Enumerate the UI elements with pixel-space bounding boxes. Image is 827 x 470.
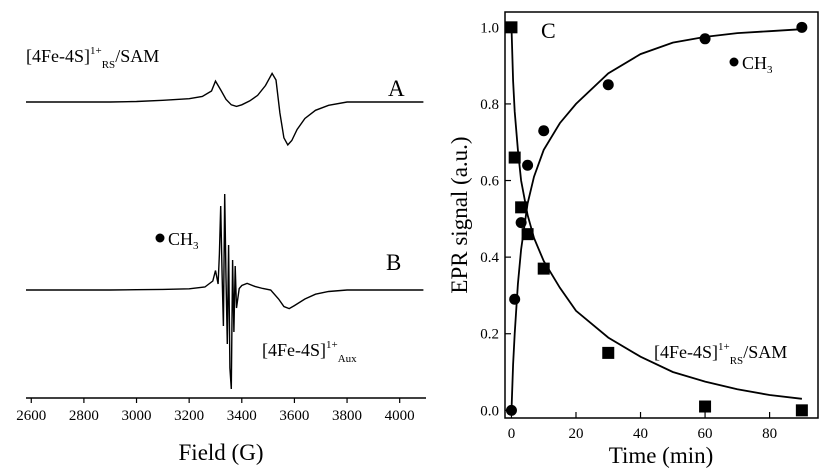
field-tick-label: 3800 [332, 408, 362, 424]
ch3-data-point [522, 159, 534, 171]
epr-spectra-panel: 2600 2800 3000 3200 3400 3600 3800 4000 Field (… [16, 45, 426, 465]
field-tick-label: 3400 [227, 408, 257, 424]
spectrum-trace-b [26, 193, 424, 390]
cluster-data-point [537, 262, 550, 275]
time-axis-title: Time (min) [609, 443, 714, 468]
field-tick-label: 3000 [122, 408, 152, 424]
ch3-data-point [505, 404, 517, 416]
cluster-data-point [699, 400, 712, 413]
cluster-data-point [515, 201, 528, 214]
radical-label: CH3 [168, 229, 199, 252]
panel-letter: C [541, 18, 556, 43]
signal-tick-label: 0.6 [480, 174, 499, 190]
field-tick-label: 3200 [174, 408, 204, 424]
signal-tick-label: 1.0 [480, 20, 499, 36]
radical-marker [155, 233, 165, 243]
time-tick-label: 40 [633, 426, 648, 442]
cluster-data-point [795, 404, 808, 417]
time-tick-label: 20 [568, 426, 583, 442]
trace-a-annotation: [4Fe-4S]1+RS/SAM [26, 45, 159, 71]
legend-circle-marker [729, 57, 739, 67]
field-tick-label: 3600 [279, 408, 309, 424]
field-axis-ticks: 2600 2800 3000 3200 3400 3600 3800 4000 [16, 398, 415, 424]
ch3-data-point [538, 125, 550, 137]
spectrum-trace-a [26, 71, 424, 147]
legend-ch3-label: CH3 [742, 53, 773, 76]
fit-curve-decay [510, 27, 803, 400]
field-tick-label: 4000 [385, 408, 415, 424]
kinetics-plot-frame [504, 11, 819, 419]
signal-tick-label: 0.2 [480, 327, 499, 343]
signal-tick-label: 0.4 [480, 250, 499, 266]
epr-signal-axis-title: EPR signal (a.u.) [447, 136, 472, 293]
signal-tick-label: 0.0 [480, 403, 499, 419]
data-markers [505, 21, 808, 417]
ch3-data-point [509, 293, 521, 305]
signal-tick-label: 0.8 [480, 97, 499, 113]
kinetics-panel: 0 20 40 60 80 0.0 0.2 0.4 0.6 0.8 1.0 Time (min) E… [447, 11, 819, 468]
ch3-data-point [602, 79, 614, 91]
time-tick-label: 60 [698, 426, 713, 442]
trace-b-letter: B [386, 250, 401, 275]
trace-a-letter: A [388, 76, 405, 101]
field-tick-label: 2800 [69, 408, 99, 424]
cluster-data-point [521, 228, 534, 241]
ch3-data-point [796, 21, 808, 33]
trace-b-annotation: [4Fe-4S]1+Aux [262, 339, 357, 365]
time-tick-label: 80 [762, 426, 777, 442]
field-axis-title: Field (G) [179, 440, 264, 465]
ch3-data-point [699, 33, 711, 45]
legend-cluster-label: [4Fe-4S]1+RS/SAM [654, 341, 787, 367]
time-tick-label: 0 [508, 426, 516, 442]
cluster-data-point [508, 151, 521, 164]
field-tick-label: 2600 [16, 408, 46, 424]
cluster-data-point [505, 21, 518, 34]
ch3-data-point [515, 217, 527, 229]
cluster-data-point [602, 346, 615, 359]
